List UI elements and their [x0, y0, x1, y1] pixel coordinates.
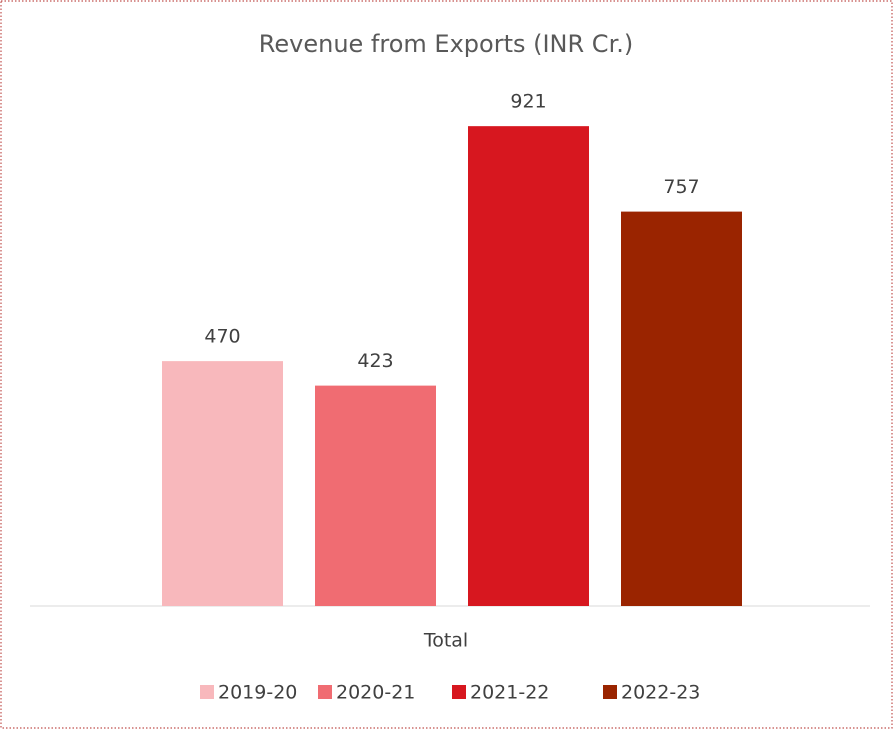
legend-swatch — [318, 685, 332, 699]
legend-label: 2020-21 — [336, 682, 415, 704]
data-label: 757 — [663, 176, 699, 198]
legend-label: 2019-20 — [218, 682, 297, 704]
data-label: 423 — [357, 350, 393, 372]
legend-swatch — [452, 685, 466, 699]
x-tick-label: Total — [423, 630, 468, 652]
data-label: 921 — [510, 91, 546, 113]
bar — [315, 385, 436, 606]
bar — [621, 211, 742, 606]
data-label: 470 — [204, 326, 240, 348]
legend-swatch — [200, 685, 214, 699]
legend-swatch — [603, 685, 617, 699]
bar — [162, 361, 283, 606]
legend-label: 2022-23 — [621, 682, 700, 704]
bar — [468, 126, 589, 606]
chart-title: Revenue from Exports (INR Cr.) — [259, 30, 633, 58]
legend-label: 2021-22 — [470, 682, 549, 704]
